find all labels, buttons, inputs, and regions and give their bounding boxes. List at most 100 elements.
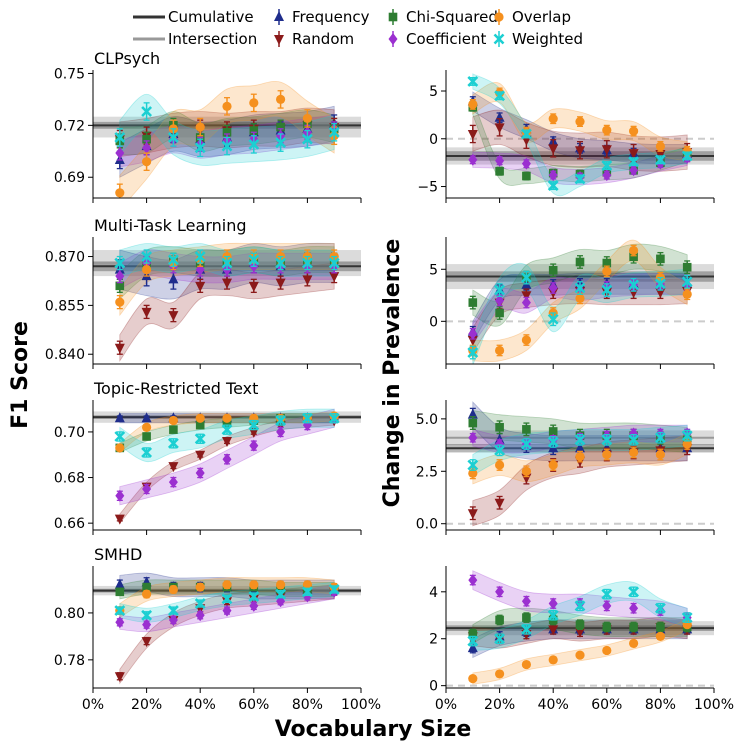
panel-4-f1-point-weighted-1-b xyxy=(141,609,153,621)
panel-1-f1-ytick-label-1: 0.72 xyxy=(54,118,85,134)
panel-3-f1-series-coefficient xyxy=(115,412,339,502)
panel-1-f1-point-weighted-2-b xyxy=(167,132,179,143)
panel-2-f1-point-random-8 xyxy=(329,272,340,283)
panel-3-prevalence-point-weighted-4 xyxy=(574,434,586,446)
panel-4-f1-point-weighted-8 xyxy=(328,584,340,595)
panel-3-prevalence-point-weighted-7-b xyxy=(654,432,666,444)
panel-4-prevalence-point-weighted-0-b xyxy=(467,635,479,647)
panel-4-f1-point-overlap-7 xyxy=(302,580,312,590)
panel-4-prevalence-xtick-label-4: 80% xyxy=(645,697,676,713)
panel-1-prevalence-point-weighted-5 xyxy=(601,160,613,171)
panel-1-prevalence-point-coefficient-6 xyxy=(629,164,639,177)
panel-4-f1-ytick-label-0: 0.78 xyxy=(54,653,85,669)
panel-1-f1-point-chi-6 xyxy=(276,122,285,132)
panel-2-prevalence-point-chi-4 xyxy=(575,257,585,267)
panel-3-prevalence-series-weighted xyxy=(467,429,693,471)
panel-3-prevalence-series-overlap xyxy=(468,438,692,480)
panel-3-prevalence-point-weighted-6 xyxy=(628,434,640,446)
legend-item-overlap: Overlap xyxy=(494,8,571,26)
panel-1-prevalence-series-weighted xyxy=(467,76,693,192)
panel-3-f1-ytick-label-0: 0.66 xyxy=(54,516,85,532)
panel-2-f1-point-weighted-8 xyxy=(328,257,340,269)
panel-1-prevalence-point-weighted-8 xyxy=(681,150,693,162)
panel-4-prevalence-point-weighted-1-b xyxy=(494,633,506,645)
panel-4-prevalence-point-chi-1 xyxy=(495,615,504,625)
panel-1-f1-point-chi-1 xyxy=(142,134,151,144)
panel-3-f1-point-coefficient-4 xyxy=(222,453,232,466)
panel-4-f1-point-weighted-5 xyxy=(248,591,260,602)
legend-label-overlap: Overlap xyxy=(512,8,571,26)
panel-1-f1-band-overlap xyxy=(119,80,335,198)
panel-3-prevalence-point-weighted-7 xyxy=(654,432,666,444)
panel-1-prevalence-point-weighted-8-b xyxy=(681,150,693,162)
y-axis-label-right: Change in Prevalence xyxy=(380,239,405,508)
panel-4-prevalence-point-weighted-8 xyxy=(681,612,693,624)
panel-2-f1-point-weighted-4 xyxy=(221,257,233,269)
panel-2-f1-point-weighted-0-b xyxy=(114,257,126,269)
y-axis-label-left: F1 Score xyxy=(8,321,33,429)
legend-item-intersection: Intersection xyxy=(133,30,257,48)
panel-1-f1-point-overlap-6 xyxy=(276,94,286,105)
panel-1-f1-series-weighted xyxy=(114,102,340,158)
panel-1-prevalence-point-random-0 xyxy=(467,130,478,140)
panel-4-f1-xtick-label-0: 0% xyxy=(82,697,104,713)
panel-3-f1-point-frequency-0 xyxy=(114,412,125,423)
panel-4-prevalence-point-overlap-4 xyxy=(575,650,585,660)
panel-4-prevalence-point-overlap-1 xyxy=(495,669,505,679)
legend-marker-weighted-b xyxy=(493,33,505,45)
panel-3-prevalence-ytick-label-0: 0.0 xyxy=(416,517,438,533)
legend-item-coefficient: Coefficient xyxy=(388,30,487,48)
panel-3-f1-point-coefficient-5 xyxy=(249,439,259,452)
x-axis-label: Vocabulary Size xyxy=(275,717,472,742)
panel-3-prevalence-point-chi-3 xyxy=(548,427,558,436)
panel-1-f1: CLPsych 0.69 0.72 0.75 xyxy=(54,49,362,203)
panel-4-prevalence-xtick-label-3: 60% xyxy=(591,697,622,713)
panel-3-f1-point-chi-3 xyxy=(195,420,205,430)
panel-3-f1-point-weighted-0-b xyxy=(114,431,126,442)
legend-label-coefficient: Coefficient xyxy=(406,30,487,48)
panel-1-prevalence-point-weighted-6-b xyxy=(628,156,640,168)
panel-1-prevalence-point-random-7 xyxy=(655,150,666,161)
panel-4-f1-point-weighted-7 xyxy=(301,586,313,598)
panel-3-prevalence-point-overlap-0 xyxy=(468,468,478,478)
panel-2-prevalence-point-weighted-3-b xyxy=(547,313,559,325)
panel-3-prevalence-point-overlap-8 xyxy=(682,439,692,449)
panel-3-f1-point-weighted-4-b xyxy=(221,424,233,436)
panel-2-prevalence-point-coefficient-1 xyxy=(495,294,505,307)
panel-4-prevalence-ytick-label-2: 4 xyxy=(429,585,438,601)
panel-2-f1-point-weighted-4-b xyxy=(221,257,233,269)
panel-3-f1-point-overlap-1 xyxy=(142,422,152,432)
panel-1-f1-point-weighted-8-b xyxy=(328,126,340,138)
panel-1-f1-point-weighted-7 xyxy=(301,133,313,145)
panel-2-f1-ytick-label-2: 0.870 xyxy=(45,250,85,266)
panel-1-prevalence-point-weighted-0 xyxy=(467,76,479,87)
panel-2-f1-point-random-2 xyxy=(168,311,179,322)
panel-2-f1-point-random-6 xyxy=(275,278,286,289)
panel-2-prevalence-point-chi-0 xyxy=(468,298,478,307)
panel-3-prevalence-point-overlap-3 xyxy=(548,460,558,470)
panel-3-prevalence-point-overlap-2 xyxy=(521,466,532,476)
panel-4-prevalence-point-overlap-7 xyxy=(655,631,666,641)
panel-4-prevalence-point-overlap-5 xyxy=(602,645,612,656)
panel-4-prevalence-ytick-label-0: 0 xyxy=(429,679,438,695)
legend-marker-weighted xyxy=(493,33,505,45)
panel-2-prevalence-point-weighted-8 xyxy=(681,276,693,288)
panel-3-prevalence-point-frequency-4 xyxy=(575,442,585,453)
panel-3-f1-point-overlap-2 xyxy=(168,415,178,426)
legend-label-intersection: Intersection xyxy=(168,30,257,48)
panel-3-f1-point-weighted-2-b xyxy=(167,437,179,449)
panel-1-prevalence-plot xyxy=(446,73,714,197)
panel-2-prevalence-point-overlap-5 xyxy=(602,266,612,276)
panel-4-f1-point-coefficient-2 xyxy=(168,613,178,626)
panel-3-f1-point-random-4 xyxy=(222,437,232,448)
panel-1-prevalence-point-weighted-2 xyxy=(520,128,532,140)
panel-2-prevalence-point-overlap-8 xyxy=(682,289,692,299)
panel-2-prevalence-point-chi-8 xyxy=(682,262,692,272)
panel-4-prevalence-point-overlap-3 xyxy=(548,655,558,665)
panel-4-f1-point-frequency-0 xyxy=(114,578,125,589)
panel-3-f1-point-random-5 xyxy=(248,427,259,438)
panel-3-f1-point-weighted-8-b xyxy=(328,412,340,424)
panel-2-f1-point-overlap-0 xyxy=(115,297,125,307)
panel-4-f1-point-overlap-3 xyxy=(195,582,205,592)
panel-1-prevalence-point-weighted-5-b xyxy=(601,160,613,171)
